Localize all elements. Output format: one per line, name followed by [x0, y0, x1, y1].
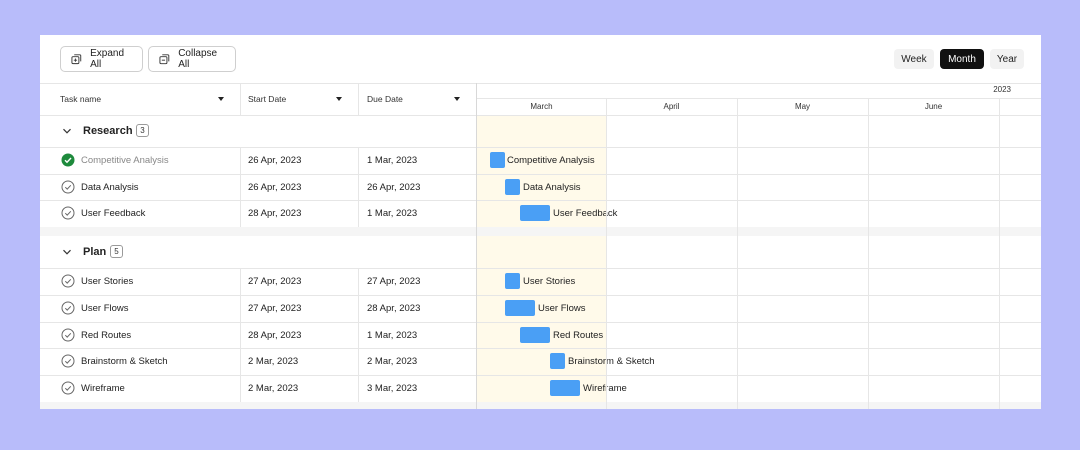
group-separator — [40, 402, 1041, 409]
collapse-all-label: Collapse All — [178, 48, 218, 70]
gantt-bar-label: Wireframe — [583, 383, 627, 394]
timeline-year: 2023 — [993, 85, 1011, 94]
check-circle-outline-icon[interactable] — [61, 206, 75, 220]
month-march: March — [530, 102, 553, 111]
due-date: 1 Mar, 2023 — [367, 208, 418, 219]
start-date: 2 Mar, 2023 — [248, 356, 299, 367]
group-count-badge: 3 — [136, 124, 149, 137]
check-circle-outline-icon[interactable] — [61, 381, 75, 395]
gantt-bar[interactable] — [505, 300, 535, 316]
start-date: 26 Apr, 2023 — [248, 155, 302, 166]
gantt-bar-label: Data Analysis — [523, 182, 581, 193]
view-week-button[interactable]: Week — [894, 49, 934, 69]
table-row[interactable]: Red Routes 28 Apr, 2023 1 Mar, 2023 Red … — [40, 322, 1041, 349]
start-sort-caret-icon[interactable] — [336, 97, 342, 101]
table-row[interactable]: Wireframe 2 Mar, 2023 3 Mar, 2023 Wirefr… — [40, 375, 1041, 402]
table-row[interactable]: Data Analysis 26 Apr, 2023 26 Apr, 2023 … — [40, 174, 1041, 201]
start-date: 28 Apr, 2023 — [248, 208, 302, 219]
month-may: May — [794, 102, 811, 111]
gantt-bar-label: User Flows — [538, 303, 586, 314]
start-date: 27 Apr, 2023 — [248, 303, 302, 314]
table-row[interactable]: User Stories 27 Apr, 2023 27 Apr, 2023 U… — [40, 268, 1041, 295]
chevron-down-icon[interactable] — [62, 247, 72, 257]
task-name: Competitive Analysis — [81, 155, 169, 166]
expand-all-button[interactable]: Expand All — [60, 46, 143, 72]
due-date: 1 Mar, 2023 — [367, 330, 418, 341]
start-date: 2 Mar, 2023 — [248, 383, 299, 394]
check-circle-outline-icon[interactable] — [61, 354, 75, 368]
gantt-bar[interactable] — [505, 179, 520, 195]
due-date: 26 Apr, 2023 — [367, 182, 421, 193]
due-date: 27 Apr, 2023 — [367, 276, 421, 287]
task-name: Wireframe — [81, 383, 125, 394]
task-name: Data Analysis — [81, 182, 139, 193]
table-row[interactable]: User Feedback 28 Apr, 2023 1 Mar, 2023 U… — [40, 200, 1041, 227]
column-header-task[interactable]: Task name — [60, 94, 102, 104]
due-date: 2 Mar, 2023 — [367, 356, 418, 367]
gantt-bar-label: Competitive Analysis — [507, 155, 595, 166]
task-name: User Stories — [81, 276, 134, 287]
check-circle-outline-icon[interactable] — [61, 301, 75, 315]
start-date: 27 Apr, 2023 — [248, 276, 302, 287]
group-title-plan[interactable]: Plan — [83, 246, 107, 258]
due-date: 1 Mar, 2023 — [367, 155, 418, 166]
collapse-icon — [159, 54, 170, 65]
month-june: June — [924, 102, 943, 111]
task-name: Red Routes — [81, 330, 132, 341]
expand-icon — [71, 54, 82, 65]
due-sort-caret-icon[interactable] — [454, 97, 460, 101]
task-name: Brainstorm & Sketch — [81, 356, 168, 367]
group-count-badge: 5 — [110, 245, 123, 258]
check-circle-outline-icon[interactable] — [61, 180, 75, 194]
gantt-panel: Expand All Collapse All Week Month Year … — [40, 35, 1041, 409]
group-separator — [40, 227, 1041, 236]
collapse-all-button[interactable]: Collapse All — [148, 46, 236, 72]
gantt-bar[interactable] — [520, 327, 550, 343]
expand-all-label: Expand All — [90, 48, 125, 70]
gantt-bar[interactable] — [490, 152, 505, 168]
table-row[interactable]: User Flows 27 Apr, 2023 28 Apr, 2023 Use… — [40, 295, 1041, 322]
check-circle-outline-icon[interactable] — [61, 328, 75, 342]
chevron-down-icon[interactable] — [62, 126, 72, 136]
column-header-due[interactable]: Due Date — [367, 94, 403, 104]
due-date: 28 Apr, 2023 — [367, 303, 421, 314]
gantt-bar-label: User Feedback — [553, 208, 618, 219]
table-row[interactable]: Brainstorm & Sketch 2 Mar, 2023 2 Mar, 2… — [40, 348, 1041, 375]
gantt-bar-label: Red Routes — [553, 330, 604, 341]
check-circle-outline-icon[interactable] — [61, 274, 75, 288]
group-title-research[interactable]: Research — [83, 125, 133, 137]
view-month-button[interactable]: Month — [940, 49, 984, 69]
gantt-bar[interactable] — [505, 273, 520, 289]
due-date: 3 Mar, 2023 — [367, 383, 418, 394]
gantt-bar[interactable] — [550, 353, 565, 369]
gantt-bar[interactable] — [550, 380, 580, 396]
task-name: User Flows — [81, 303, 129, 314]
check-circle-filled-icon[interactable] — [61, 153, 75, 167]
gantt-bar-label: User Stories — [523, 276, 576, 287]
task-name: User Feedback — [81, 208, 146, 219]
start-date: 26 Apr, 2023 — [248, 182, 302, 193]
gantt-bar-label: Brainstorm & Sketch — [568, 356, 655, 367]
view-year-button[interactable]: Year — [990, 49, 1024, 69]
start-date: 28 Apr, 2023 — [248, 330, 302, 341]
table-row[interactable]: Competitive Analysis 26 Apr, 2023 1 Mar,… — [40, 147, 1041, 174]
column-header-start[interactable]: Start Date — [248, 94, 287, 104]
task-sort-caret-icon[interactable] — [218, 97, 224, 101]
month-april: April — [663, 102, 680, 111]
gantt-bar[interactable] — [520, 205, 550, 221]
